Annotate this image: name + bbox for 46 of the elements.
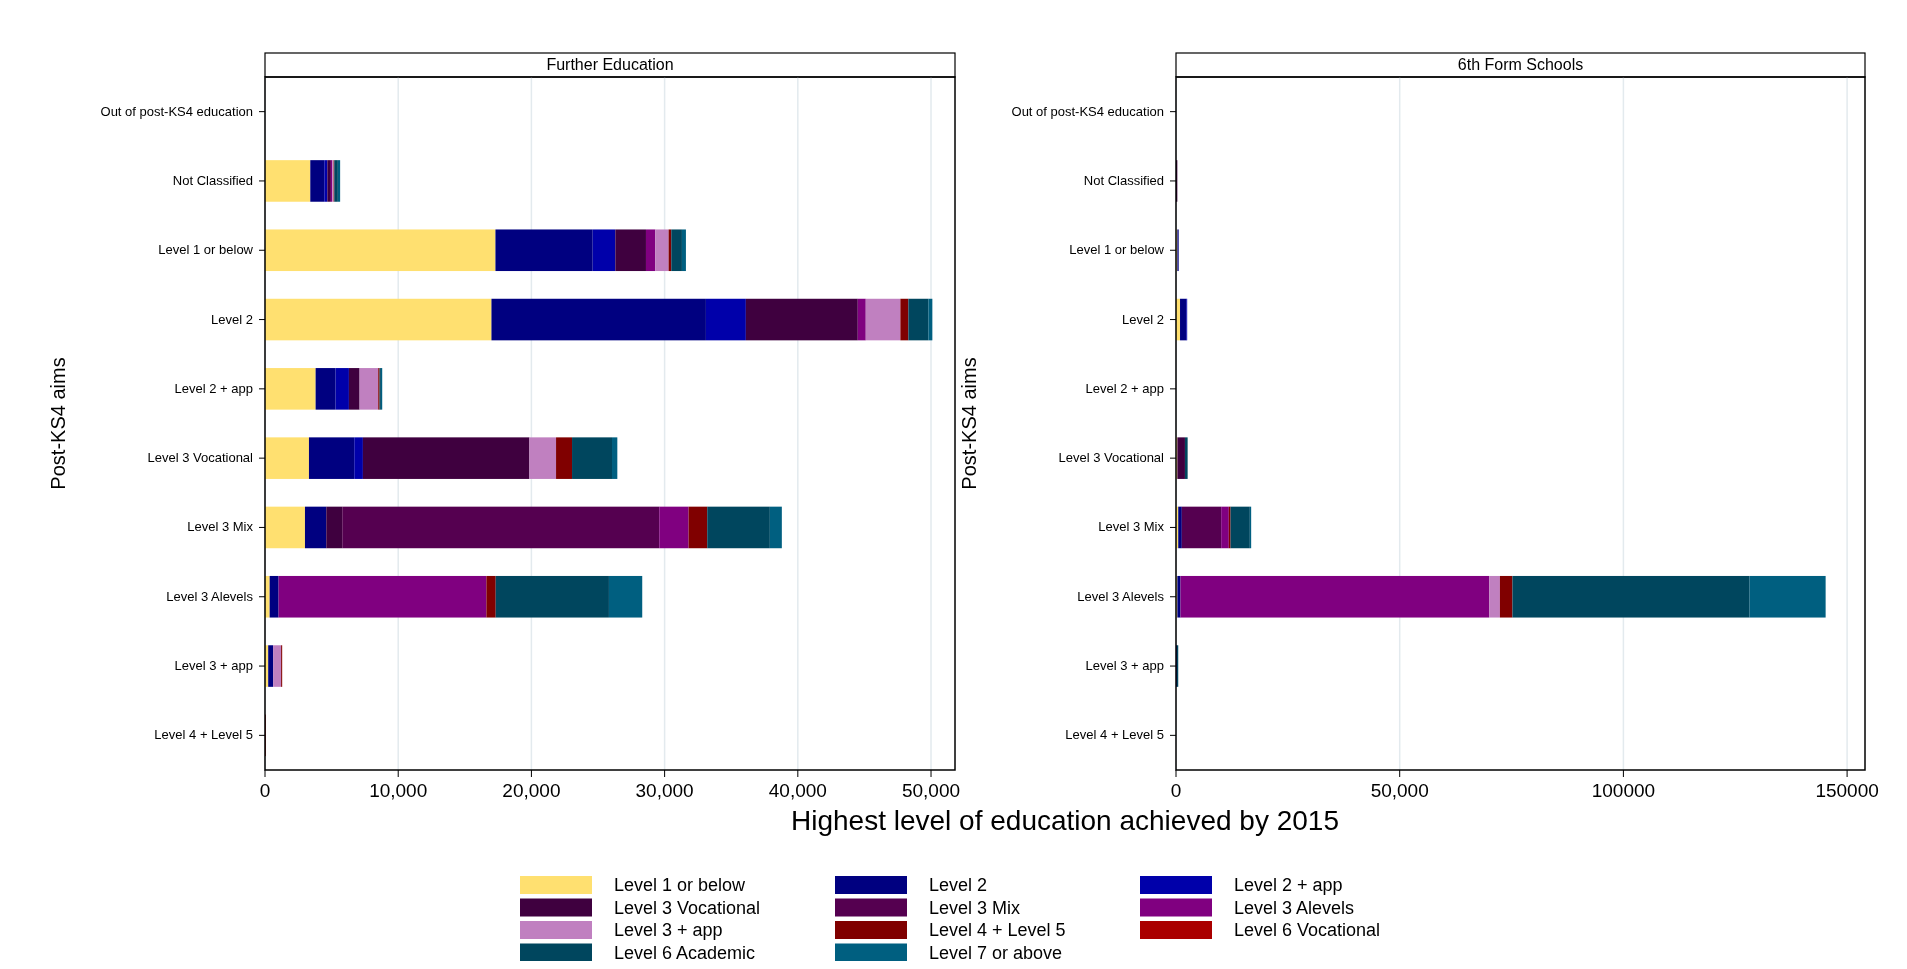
x-tick-label: 100000 xyxy=(1591,780,1656,801)
y-tick-label: Out of post-KS4 education xyxy=(1011,103,1164,119)
y-tick-label: Level 2 xyxy=(211,311,253,327)
x-tick-label: 20,000 xyxy=(502,780,561,801)
chart-title: Further Education xyxy=(546,56,674,73)
x-tick-label: 40,000 xyxy=(768,780,827,801)
y-tick-label: Out of post-KS4 education xyxy=(100,103,253,119)
x-tick-label: 10,000 xyxy=(369,780,428,801)
legend-label: Level 4 + Level 5 xyxy=(929,920,1066,940)
legend-label: Level 3 Alevels xyxy=(1234,897,1355,918)
y-tick-label: Not Classified xyxy=(172,172,253,188)
legend-label: Level 3 + app xyxy=(614,920,723,940)
x-tick-label: 150000 xyxy=(1815,780,1879,801)
y-axis-title: Post-KS4 aims xyxy=(958,357,980,490)
y-tick-label: Level 3 Vocational xyxy=(147,450,254,466)
y-tick-label: Level 1 or below xyxy=(1069,242,1165,258)
legend-label: Level 6 Vocational xyxy=(1234,920,1381,940)
legend-label: Level 2 xyxy=(929,875,988,895)
x-tick-label: 0 xyxy=(1170,780,1182,801)
legend-label: Level 7 or above xyxy=(929,942,1063,963)
y-tick-label: Level 4 + Level 5 xyxy=(154,727,253,743)
y-tick-label: Level 1 or below xyxy=(158,242,254,258)
legend-label: Level 1 or below xyxy=(614,875,747,895)
y-tick-label: Level 4 + Level 5 xyxy=(1065,727,1164,743)
y-tick-label: Level 2 xyxy=(1122,311,1164,327)
y-tick-label: Level 3 + app xyxy=(174,658,253,674)
x-tick-label: 50,000 xyxy=(901,780,961,801)
x-tick-label: 30,000 xyxy=(635,780,694,801)
x-tick-label: 0 xyxy=(259,780,271,801)
y-tick-label: Level 3 Mix xyxy=(1098,519,1165,535)
y-axis-title: Post-KS4 aims xyxy=(47,357,69,490)
legend-label: Level 3 Vocational xyxy=(614,897,761,918)
y-tick-label: Level 3 Alevels xyxy=(166,588,254,604)
y-tick-label: Level 3 Alevels xyxy=(1077,588,1165,604)
y-tick-label: Level 3 Vocational xyxy=(1058,450,1165,466)
x-tick-label: 50,000 xyxy=(1370,780,1429,801)
y-tick-label: Level 2 + app xyxy=(174,380,253,396)
legend-label: Level 3 Mix xyxy=(929,897,1021,918)
y-tick-label: Level 2 + app xyxy=(1085,380,1164,396)
legend-label: Level 6 Academic xyxy=(614,942,756,963)
y-tick-label: Level 3 Mix xyxy=(187,519,254,535)
y-tick-label: Level 3 + app xyxy=(1085,658,1164,674)
chart-title: 6th Form Schools xyxy=(1457,56,1584,73)
legend-label: Level 2 + app xyxy=(1234,875,1343,895)
x-axis-title: Highest level of education achieved by 2015 xyxy=(791,805,1339,836)
y-tick-label: Not Classified xyxy=(1083,172,1164,188)
